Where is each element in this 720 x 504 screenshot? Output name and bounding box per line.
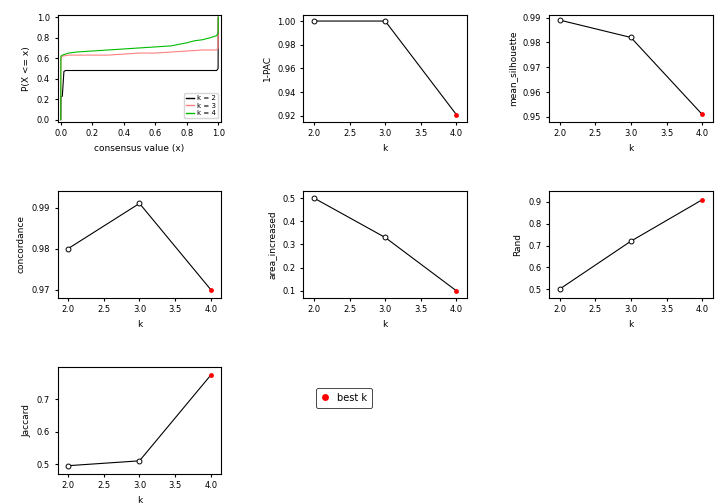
Legend: best k: best k <box>316 388 372 408</box>
Y-axis label: Rand: Rand <box>513 233 523 256</box>
Y-axis label: Jaccard: Jaccard <box>22 404 31 437</box>
X-axis label: k: k <box>382 144 388 153</box>
Y-axis label: area_increased: area_increased <box>268 210 277 279</box>
X-axis label: k: k <box>629 320 634 329</box>
Y-axis label: P(X <= x): P(X <= x) <box>22 46 31 91</box>
X-axis label: consensus value (x): consensus value (x) <box>94 144 184 153</box>
Legend: k = 2, k = 3, k = 4: k = 2, k = 3, k = 4 <box>184 93 218 118</box>
Y-axis label: 1-PAC: 1-PAC <box>263 55 271 82</box>
X-axis label: k: k <box>382 320 388 329</box>
X-axis label: k: k <box>629 144 634 153</box>
Y-axis label: mean_silhouette: mean_silhouette <box>508 31 517 106</box>
X-axis label: k: k <box>137 496 142 504</box>
X-axis label: k: k <box>137 320 142 329</box>
Y-axis label: concordance: concordance <box>17 215 26 274</box>
